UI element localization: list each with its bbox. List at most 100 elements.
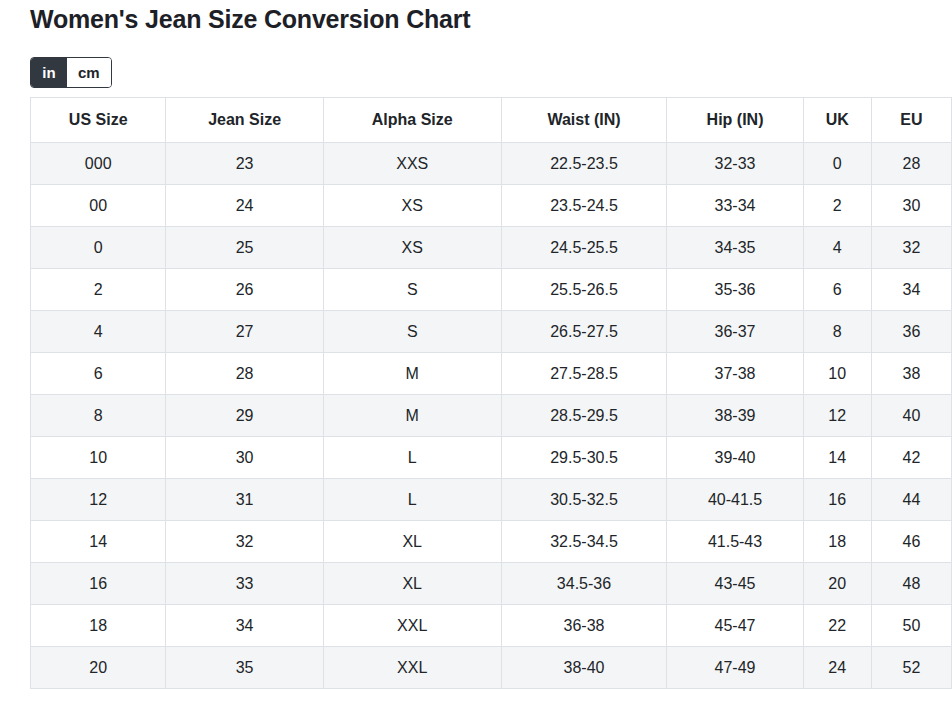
size-conversion-table: US SizeJean SizeAlpha SizeWaist (IN)Hip … xyxy=(30,97,952,689)
table-cell: XS xyxy=(323,227,501,269)
table-cell: XL xyxy=(323,563,501,605)
table-cell: 40-41.5 xyxy=(667,479,803,521)
table-cell: 0 xyxy=(803,143,871,185)
table-cell: 29.5-30.5 xyxy=(501,437,667,479)
table-cell: 38-40 xyxy=(501,647,667,689)
table-cell: XS xyxy=(323,185,501,227)
table-cell: 28.5-29.5 xyxy=(501,395,667,437)
table-cell: 35-36 xyxy=(667,269,803,311)
column-header: Alpha Size xyxy=(323,98,501,143)
table-cell: 30.5-32.5 xyxy=(501,479,667,521)
table-cell: 4 xyxy=(803,227,871,269)
table-cell: 31 xyxy=(166,479,323,521)
table-cell: 30 xyxy=(166,437,323,479)
table-row: 427S26.5-27.536-37836 xyxy=(31,311,952,353)
table-cell: 18 xyxy=(803,521,871,563)
table-cell: 000 xyxy=(31,143,166,185)
table-cell: 32 xyxy=(871,227,951,269)
table-row: 2035XXL38-4047-492452 xyxy=(31,647,952,689)
table-cell: 23 xyxy=(166,143,323,185)
table-cell: 36 xyxy=(871,311,951,353)
table-cell: 20 xyxy=(803,563,871,605)
table-cell: 42 xyxy=(871,437,951,479)
table-cell: 16 xyxy=(803,479,871,521)
table-cell: 24.5-25.5 xyxy=(501,227,667,269)
table-cell: 00 xyxy=(31,185,166,227)
table-cell: S xyxy=(323,269,501,311)
table-cell: 18 xyxy=(31,605,166,647)
table-cell: 25 xyxy=(166,227,323,269)
table-row: 1432XL32.5-34.541.5-431846 xyxy=(31,521,952,563)
table-cell: 33-34 xyxy=(667,185,803,227)
table-cell: 33 xyxy=(166,563,323,605)
table-cell: 0 xyxy=(31,227,166,269)
column-header: Hip (IN) xyxy=(667,98,803,143)
table-cell: 41.5-43 xyxy=(667,521,803,563)
table-cell: 40 xyxy=(871,395,951,437)
table-cell: 22.5-23.5 xyxy=(501,143,667,185)
unit-toggle-cm-button[interactable]: cm xyxy=(67,58,111,87)
table-cell: 39-40 xyxy=(667,437,803,479)
table-cell: 12 xyxy=(803,395,871,437)
table-cell: 26.5-27.5 xyxy=(501,311,667,353)
table-cell: 24 xyxy=(166,185,323,227)
table-cell: L xyxy=(323,479,501,521)
table-cell: 47-49 xyxy=(667,647,803,689)
table-cell: XXL xyxy=(323,647,501,689)
table-cell: 34 xyxy=(871,269,951,311)
table-body: 00023XXS22.5-23.532-330280024XS23.5-24.5… xyxy=(31,143,952,689)
table-cell: 28 xyxy=(166,353,323,395)
table-cell: 8 xyxy=(803,311,871,353)
table-cell: 35 xyxy=(166,647,323,689)
table-cell: 34.5-36 xyxy=(501,563,667,605)
table-cell: XXS xyxy=(323,143,501,185)
table-cell: L xyxy=(323,437,501,479)
column-header: Jean Size xyxy=(166,98,323,143)
table-cell: 46 xyxy=(871,521,951,563)
table-cell: M xyxy=(323,353,501,395)
table-row: 1633XL34.5-3643-452048 xyxy=(31,563,952,605)
table-cell: 10 xyxy=(803,353,871,395)
table-cell: M xyxy=(323,395,501,437)
table-cell: 26 xyxy=(166,269,323,311)
table-cell: XXL xyxy=(323,605,501,647)
table-cell: 43-45 xyxy=(667,563,803,605)
table-cell: 36-37 xyxy=(667,311,803,353)
page-title: Women's Jean Size Conversion Chart xyxy=(0,0,952,34)
table-cell: 44 xyxy=(871,479,951,521)
table-row: 0024XS23.5-24.533-34230 xyxy=(31,185,952,227)
table-cell: 52 xyxy=(871,647,951,689)
table-cell: 2 xyxy=(31,269,166,311)
table-cell: 16 xyxy=(31,563,166,605)
table-row: 1231L30.5-32.540-41.51644 xyxy=(31,479,952,521)
table-cell: 30 xyxy=(871,185,951,227)
table-cell: 27.5-28.5 xyxy=(501,353,667,395)
table-header-row: US SizeJean SizeAlpha SizeWaist (IN)Hip … xyxy=(31,98,952,143)
table-row: 829M28.5-29.538-391240 xyxy=(31,395,952,437)
table-cell: 20 xyxy=(31,647,166,689)
column-header: UK xyxy=(803,98,871,143)
unit-toggle-in-button[interactable]: in xyxy=(31,58,67,87)
table-cell: 24 xyxy=(803,647,871,689)
table-cell: 28 xyxy=(871,143,951,185)
table-cell: S xyxy=(323,311,501,353)
table-cell: 2 xyxy=(803,185,871,227)
column-header: EU xyxy=(871,98,951,143)
table-cell: 27 xyxy=(166,311,323,353)
table-cell: 14 xyxy=(803,437,871,479)
table-row: 1834XXL36-3845-472250 xyxy=(31,605,952,647)
table-header: US SizeJean SizeAlpha SizeWaist (IN)Hip … xyxy=(31,98,952,143)
table-row: 00023XXS22.5-23.532-33028 xyxy=(31,143,952,185)
table-cell: 10 xyxy=(31,437,166,479)
table-cell: 34 xyxy=(166,605,323,647)
column-header: US Size xyxy=(31,98,166,143)
table-cell: 37-38 xyxy=(667,353,803,395)
table-row: 1030L29.5-30.539-401442 xyxy=(31,437,952,479)
table-cell: 8 xyxy=(31,395,166,437)
table-cell: 48 xyxy=(871,563,951,605)
column-header: Waist (IN) xyxy=(501,98,667,143)
table-cell: 23.5-24.5 xyxy=(501,185,667,227)
table-cell: 22 xyxy=(803,605,871,647)
table-cell: 4 xyxy=(31,311,166,353)
table-cell: 32.5-34.5 xyxy=(501,521,667,563)
